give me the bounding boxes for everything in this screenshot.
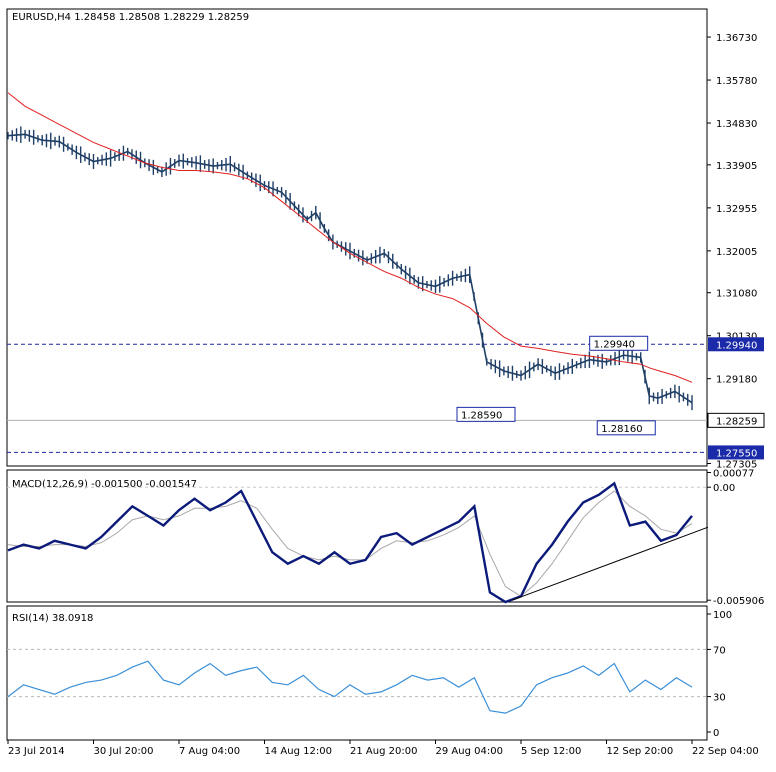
macd-layer: 0.00077 0.00 -0.005906 <box>7 468 764 607</box>
macd-header: MACD(12,26,9) -0.001500 -0.001547 <box>12 479 197 490</box>
price-tick-label: 1.34830 <box>716 119 757 130</box>
rsi-tick-label: 0 <box>713 728 719 739</box>
price-tick-label: 1.32005 <box>716 247 757 258</box>
macd-tick-label: 0.00 <box>713 483 735 494</box>
macd-line <box>7 481 693 604</box>
price-tick-label: 1.30130 <box>716 332 757 343</box>
level-tag <box>708 445 764 460</box>
price-annotation-label: 1.29940 <box>594 339 635 350</box>
rsi-tick-label: 70 <box>713 645 726 656</box>
price-tick-label: 1.31080 <box>716 289 757 300</box>
rsi-layer: 100 70 30 0 <box>7 610 732 739</box>
macd-tick-label: 0.00077 <box>713 468 754 479</box>
price-annotation-box <box>589 335 649 351</box>
macd-signal-line <box>7 490 693 597</box>
x-tick-label: 5 Sep 12:00 <box>521 746 581 757</box>
level-tag-label: 1.27550 <box>716 448 757 459</box>
price-tick-label: 1.29180 <box>716 375 757 386</box>
rsi-line <box>7 660 693 714</box>
price-annotation-box <box>596 420 656 436</box>
price-annotation-box <box>456 406 516 422</box>
price-panel <box>6 8 708 467</box>
price-annotation-label: 1.28590 <box>461 410 502 421</box>
price-layer: 1.36730 1.35780 1.34830 1.33905 1.32955 1.320… <box>7 33 765 471</box>
x-tick-label: 30 Jul 20:00 <box>94 746 154 757</box>
x-tick-label: 29 Aug 04:00 <box>436 746 503 757</box>
macd-panel <box>6 469 708 603</box>
x-tick-label: 21 Aug 20:00 <box>350 746 417 757</box>
rsi-tick-label: 100 <box>713 610 732 621</box>
moving-average-line <box>7 92 693 383</box>
price-tick-label: 1.33905 <box>716 161 757 172</box>
price-tick-label: 1.32955 <box>716 204 757 215</box>
x-tick-label: 23 Jul 2014 <box>8 746 65 757</box>
rsi-tick-label: 30 <box>713 693 726 704</box>
current-price-label: 1.28259 <box>716 416 757 427</box>
level-tag <box>708 337 764 352</box>
x-tick-label: 7 Aug 04:00 <box>179 746 240 757</box>
x-axis: 23 Jul 2014 30 Jul 20:00 7 Aug 04:00 14 Aug… <box>7 740 759 757</box>
macd-tick-label: -0.005906 <box>713 596 764 607</box>
rsi-panel <box>6 605 708 741</box>
rsi-header: RSI(14) 38.0918 <box>12 613 93 624</box>
level-tag-label: 1.29940 <box>716 340 757 351</box>
current-price-tag <box>707 412 765 428</box>
main-header: EURUSD,H4 1.28458 1.28508 1.28229 1.2825… <box>12 12 249 23</box>
price-tick-label: 1.35780 <box>716 76 757 87</box>
macd-trendline <box>512 526 709 601</box>
x-tick-label: 14 Aug 12:00 <box>265 746 332 757</box>
x-tick-label: 12 Sep 20:00 <box>607 746 674 757</box>
price-tick-label: 1.27305 <box>716 460 757 471</box>
price-annotation-label: 1.28160 <box>601 424 642 435</box>
price-tick-label: 1.36730 <box>716 33 757 44</box>
x-tick-label: 22 Sep 04:00 <box>692 746 759 757</box>
